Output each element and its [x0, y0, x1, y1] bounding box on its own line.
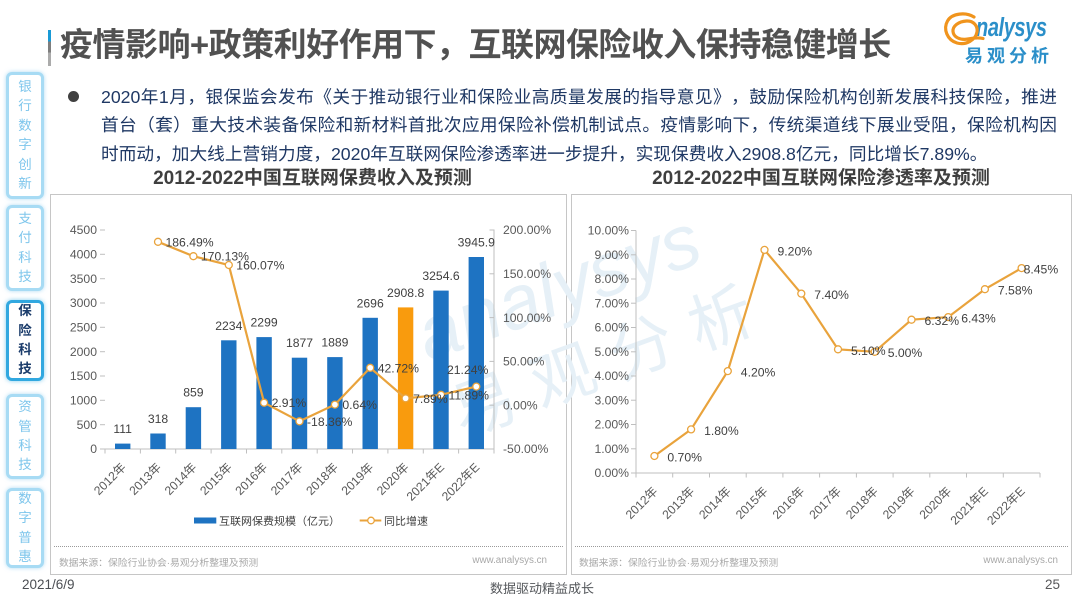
svg-text:1.00%: 1.00%	[594, 442, 629, 456]
svg-text:2018年: 2018年	[303, 460, 341, 498]
svg-text:1889: 1889	[321, 336, 348, 350]
svg-text:2022年E: 2022年E	[439, 460, 482, 503]
svg-text:9.20%: 9.20%	[778, 244, 813, 258]
svg-text:859: 859	[183, 386, 204, 400]
svg-text:2012年: 2012年	[623, 484, 661, 522]
svg-text:2.00%: 2.00%	[594, 418, 629, 432]
svg-text:2019年: 2019年	[339, 460, 377, 498]
svg-text:5.10%: 5.10%	[851, 344, 886, 358]
svg-text:2015年: 2015年	[733, 484, 771, 522]
svg-text:3500: 3500	[70, 272, 97, 286]
svg-text:200.00%: 200.00%	[503, 223, 551, 237]
svg-text:1000: 1000	[70, 394, 97, 408]
svg-text:2016年: 2016年	[233, 460, 271, 498]
svg-text:170.13%: 170.13%	[201, 250, 249, 264]
svg-text:2696: 2696	[357, 296, 384, 310]
svg-text:2.91%: 2.91%	[272, 396, 307, 410]
svg-text:42.72%: 42.72%	[378, 361, 419, 375]
svg-text:3.00%: 3.00%	[594, 393, 629, 407]
svg-text:11.89%: 11.89%	[449, 388, 490, 402]
svg-text:6.32%: 6.32%	[925, 314, 960, 328]
svg-text:0: 0	[90, 442, 97, 456]
svg-text:3945.9: 3945.9	[458, 236, 495, 250]
svg-text:0.00%: 0.00%	[594, 466, 629, 480]
svg-text:1877: 1877	[286, 336, 313, 350]
svg-text:2017年: 2017年	[806, 484, 844, 522]
svg-text:4500: 4500	[70, 223, 97, 237]
svg-text:2000: 2000	[70, 345, 97, 359]
svg-text:-18.36%: -18.36%	[307, 415, 353, 429]
svg-text:0.70%: 0.70%	[667, 451, 702, 465]
svg-text:8.00%: 8.00%	[594, 272, 629, 286]
svg-text:4.20%: 4.20%	[741, 366, 776, 380]
svg-text:318: 318	[148, 412, 169, 426]
svg-text:2021年E: 2021年E	[948, 484, 991, 527]
svg-text:1.80%: 1.80%	[704, 424, 739, 438]
svg-text:2018年: 2018年	[843, 484, 881, 522]
svg-text:7.58%: 7.58%	[998, 284, 1033, 298]
svg-text:0.00%: 0.00%	[503, 398, 538, 412]
svg-text:2019年: 2019年	[880, 484, 918, 522]
svg-text:同比增速: 同比增速	[384, 515, 428, 528]
svg-text:2013年: 2013年	[126, 460, 164, 498]
svg-text:500: 500	[77, 418, 98, 432]
svg-text:-50.00%: -50.00%	[503, 442, 549, 456]
svg-text:7.00%: 7.00%	[594, 296, 629, 310]
svg-text:3000: 3000	[70, 296, 97, 310]
svg-text:10.00%: 10.00%	[588, 224, 629, 238]
svg-text:2299: 2299	[251, 316, 278, 330]
svg-text:3254.6: 3254.6	[422, 269, 459, 283]
svg-text:2021年E: 2021年E	[404, 460, 447, 503]
svg-text:160.07%: 160.07%	[236, 259, 284, 273]
svg-text:2012年: 2012年	[91, 460, 129, 498]
svg-text:21.24%: 21.24%	[447, 363, 488, 377]
svg-text:互联网保费规模（亿元）: 互联网保费规模（亿元）	[219, 515, 340, 528]
svg-text:6.00%: 6.00%	[594, 321, 629, 335]
svg-text:2015年: 2015年	[197, 460, 235, 498]
svg-text:111: 111	[113, 422, 132, 436]
svg-text:0.64%: 0.64%	[342, 398, 377, 412]
svg-text:2017年: 2017年	[268, 460, 306, 498]
svg-text:2014年: 2014年	[162, 460, 200, 498]
svg-text:100.00%: 100.00%	[503, 311, 551, 325]
svg-text:2908.8: 2908.8	[387, 286, 424, 300]
svg-text:2016年: 2016年	[770, 484, 808, 522]
svg-text:2500: 2500	[70, 321, 97, 335]
svg-text:8.45%: 8.45%	[1024, 263, 1059, 277]
svg-text:7.40%: 7.40%	[814, 288, 849, 302]
svg-text:6.43%: 6.43%	[961, 312, 996, 326]
svg-text:50.00%: 50.00%	[503, 355, 544, 369]
svg-text:2013年: 2013年	[660, 484, 698, 522]
svg-text:2014年: 2014年	[696, 484, 734, 522]
svg-text:4.00%: 4.00%	[594, 369, 629, 383]
svg-text:7.89%: 7.89%	[413, 392, 448, 406]
svg-text:2234: 2234	[215, 319, 242, 333]
svg-text:150.00%: 150.00%	[503, 267, 551, 281]
svg-text:186.49%: 186.49%	[166, 235, 214, 249]
svg-text:1500: 1500	[70, 369, 97, 383]
svg-text:2022年E: 2022年E	[984, 484, 1027, 527]
svg-text:4000: 4000	[70, 248, 97, 262]
svg-text:9.00%: 9.00%	[594, 248, 629, 262]
svg-text:5.00%: 5.00%	[888, 346, 923, 360]
svg-text:5.00%: 5.00%	[594, 345, 629, 359]
